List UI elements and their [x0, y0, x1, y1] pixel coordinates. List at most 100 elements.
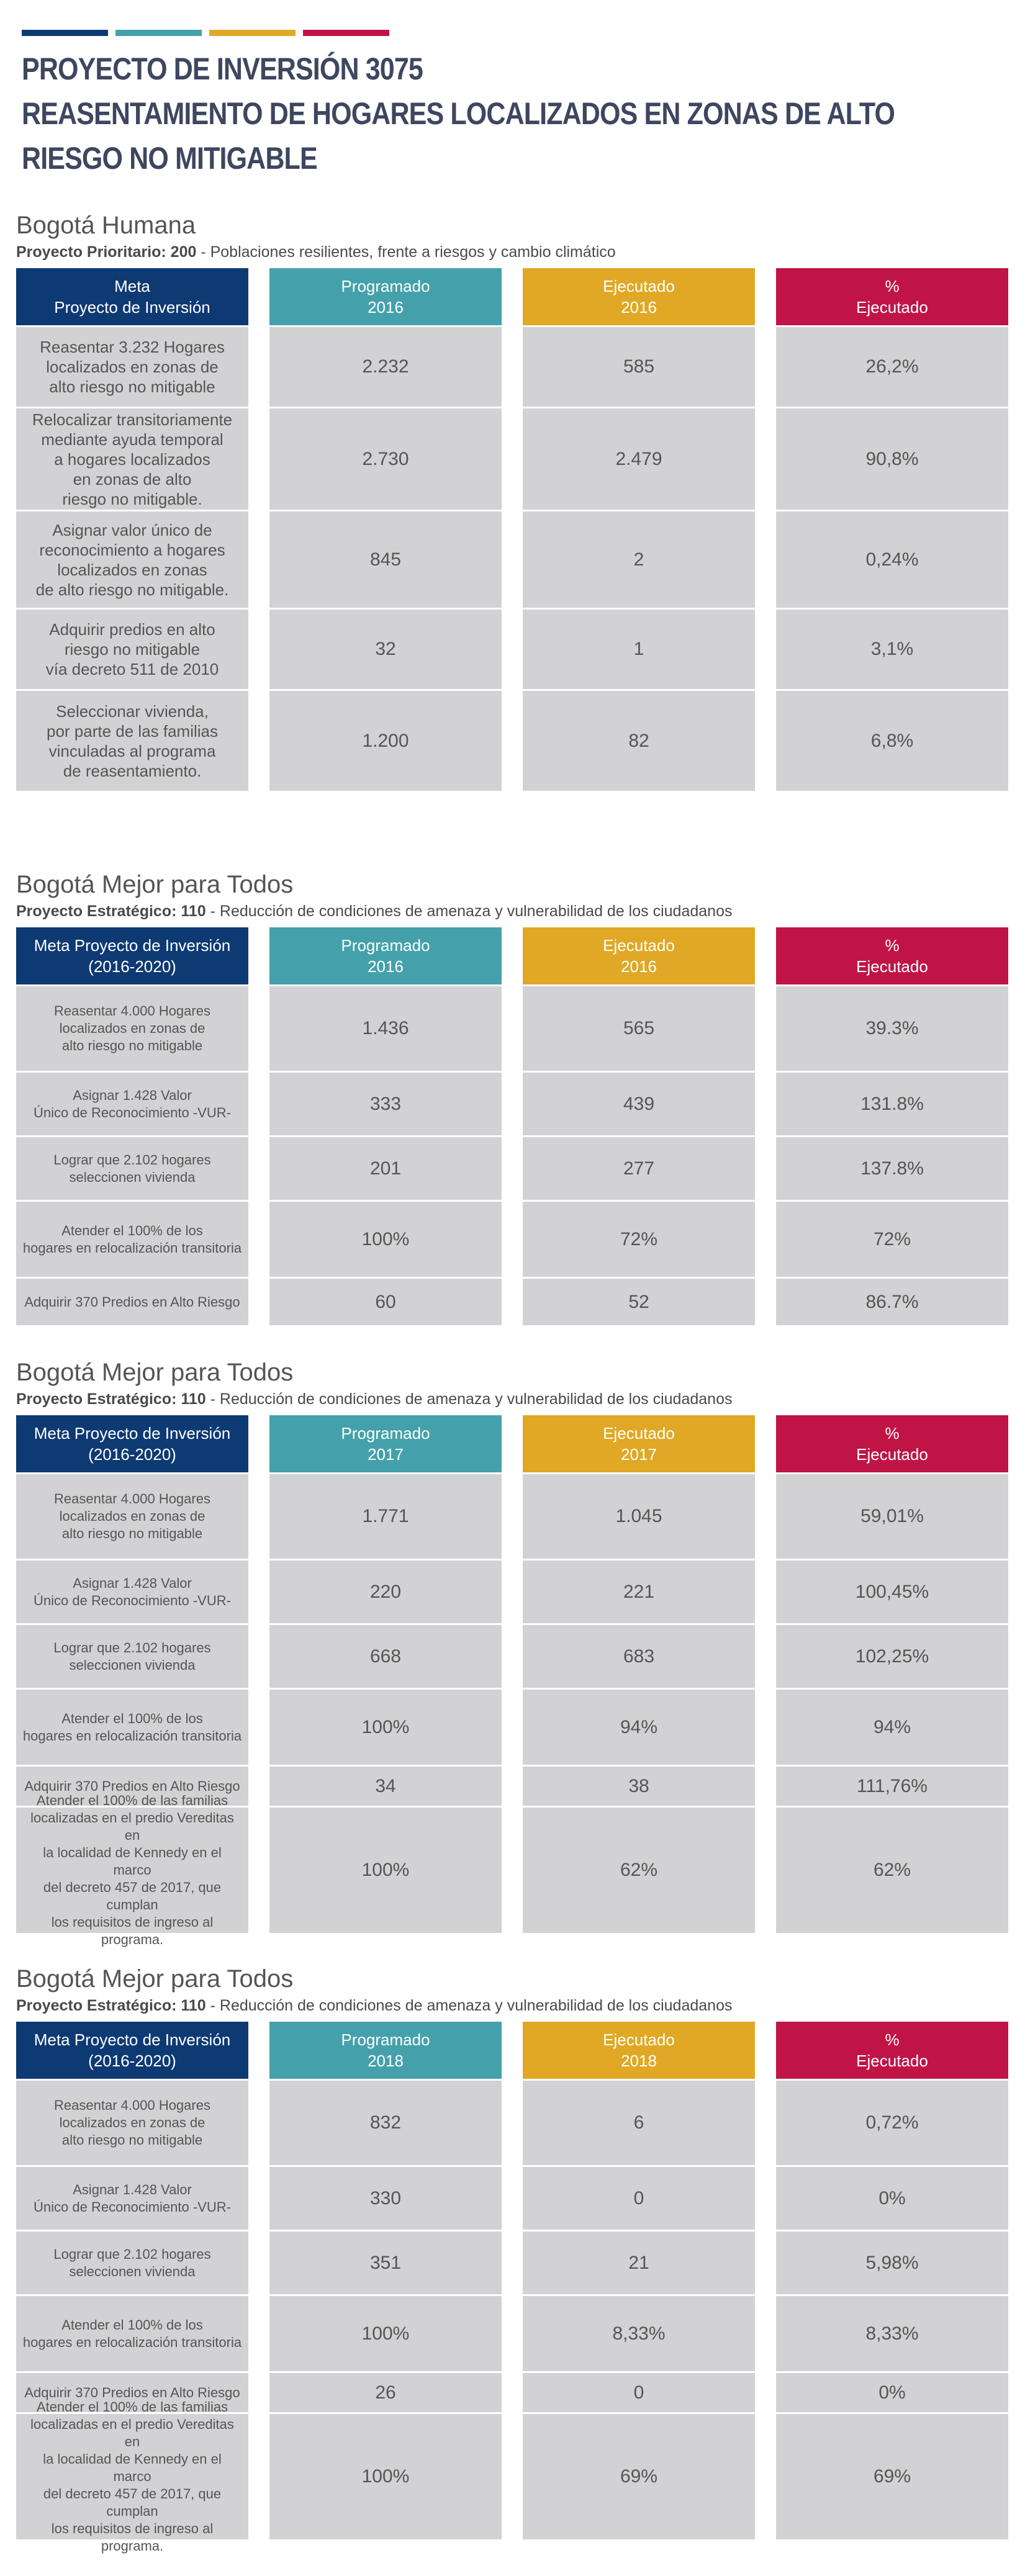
cell-porcentaje: 90,8%: [776, 408, 1008, 510]
header-porcentaje-line2: Ejecutado: [856, 2051, 928, 2070]
project-description: - Reducción de condiciones de amenaza y …: [205, 1390, 733, 1408]
header-meta-line1: Meta Proyecto de Inversión: [34, 2030, 231, 2049]
cell-ejecutado: 21: [523, 2231, 755, 2294]
project-label: Proyecto Estratégico: 110: [16, 903, 206, 920]
table-row: Reasentar 4.000 Hogares localizados en z…: [16, 984, 1009, 1071]
cell-porcentaje: 0,24%: [776, 511, 1008, 608]
cell-programado: 333: [269, 1073, 502, 1135]
cell-programado: 100%: [269, 1690, 502, 1765]
cell-porcentaje: 8,33%: [776, 2296, 1008, 2371]
header-programado-line1: Programado: [341, 277, 430, 295]
cell-ejecutado: 72%: [523, 1202, 755, 1277]
project-label: Proyecto Estratégico: 110: [16, 1997, 206, 2014]
investment-table: Meta Proyecto de Inversión (2016-2020) Pr…: [16, 927, 1009, 1325]
table-row: Atender el 100% de las familias localiza…: [16, 1793, 1009, 1947]
cell-porcentaje: 100,45%: [776, 1560, 1008, 1623]
table-header: Meta Proyecto de Inversión (2016-2020) Pr…: [16, 2022, 1009, 2079]
header-porcentaje-line2: Ejecutado: [856, 957, 928, 976]
cell-porcentaje: 102,25%: [776, 1625, 1008, 1688]
header-ejecutado-line1: Ejecutado: [603, 277, 675, 295]
header-ejecutado: Ejecutado 2017: [523, 1415, 755, 1472]
table-row: Adquirir 370 Predios en Alto Riesgo 26 0…: [16, 2371, 1009, 2412]
cell-porcentaje: 6,8%: [776, 691, 1008, 791]
table-row: Reasentar 4.000 Hogares localizados en z…: [16, 1472, 1009, 1559]
cell-meta: Atender el 100% de los hogares en reloca…: [16, 2296, 248, 2371]
table-header: Meta Proyecto de Inversión (2016-2020) Pr…: [16, 927, 1009, 984]
table-row: Lograr que 2.102 hogares seleccionen viv…: [16, 1623, 1009, 1688]
page-title: PROYECTO DE INVERSIÓN 3075 REASENTAMIENT…: [22, 47, 895, 181]
table-header: Meta Proyecto de Inversión Programado 2016…: [16, 268, 1009, 325]
cell-ejecutado: 0: [523, 2167, 755, 2230]
cell-ejecutado: 565: [523, 986, 755, 1071]
navy-bar: [22, 30, 108, 36]
cell-programado: 32: [269, 610, 502, 689]
cell-programado: 1.436: [269, 986, 502, 1071]
header-meta-line2: (2016-2020): [88, 1445, 176, 1464]
cell-programado: 2.730: [269, 408, 502, 510]
cell-programado: 26: [269, 2373, 502, 2412]
table-row: Seleccionar vivienda, por parte de las f…: [16, 689, 1009, 791]
cell-meta: Asignar valor único de reconocimiento a …: [16, 511, 248, 608]
cell-ejecutado: 94%: [523, 1690, 755, 1765]
cell-porcentaje: 94%: [776, 1690, 1008, 1765]
header-programado-line1: Programado: [341, 936, 430, 955]
cell-meta: Atender el 100% de los hogares en reloca…: [16, 1690, 248, 1765]
cell-porcentaje: 39.3%: [776, 986, 1008, 1071]
cell-porcentaje: 111,76%: [776, 1767, 1008, 1806]
gold-bar: [209, 30, 296, 36]
cell-programado: 845: [269, 511, 502, 608]
cell-programado: 832: [269, 2081, 502, 2165]
crimson-bar: [303, 30, 389, 36]
header-meta: Meta Proyecto de Inversión (2016-2020): [16, 927, 248, 984]
cell-programado: 1.771: [269, 1474, 502, 1559]
cell-ejecutado: 683: [523, 1625, 755, 1688]
cell-meta: Atender el 100% de las familias localiza…: [16, 1793, 248, 1947]
cell-meta: Seleccionar vivienda, por parte de las f…: [16, 691, 248, 791]
cell-porcentaje: 0%: [776, 2373, 1008, 2412]
table-row: Lograr que 2.102 hogares seleccionen viv…: [16, 1135, 1009, 1200]
section-bogota-mejor-2018: Bogotá Mejor para Todos Proyecto Estraté…: [16, 1963, 1009, 2554]
project-label: Proyecto Prioritario: 200: [16, 243, 197, 261]
header-programado: Programado 2016: [269, 927, 502, 984]
cell-ejecutado: 52: [523, 1279, 755, 1325]
cell-ejecutado: 439: [523, 1073, 755, 1135]
cell-ejecutado: 6: [523, 2081, 755, 2165]
header-meta-line1: Meta: [114, 277, 150, 295]
table-row: Asignar valor único de reconocimiento a …: [16, 510, 1009, 608]
header-programado: Programado 2017: [269, 1415, 502, 1472]
cell-meta: Atender el 100% de los hogares en reloca…: [16, 1202, 248, 1277]
cell-porcentaje: 86.7%: [776, 1279, 1008, 1325]
header-meta: Meta Proyecto de Inversión (2016-2020): [16, 1415, 248, 1472]
cell-meta: Reasentar 3.232 Hogares localizados en z…: [16, 327, 248, 407]
header-ejecutado-line2: 2018: [621, 2051, 657, 2070]
cell-ejecutado: 1: [523, 610, 755, 689]
header-meta-line2: (2016-2020): [88, 2051, 176, 2070]
teal-bar: [115, 30, 202, 36]
decorative-color-bars: [22, 30, 397, 36]
cell-ejecutado: 38: [523, 1767, 755, 1806]
cell-meta: Lograr que 2.102 hogares seleccionen viv…: [16, 1625, 248, 1688]
header-ejecutado-line1: Ejecutado: [603, 1424, 675, 1443]
section-subtitle: Proyecto Prioritario: 200 - Poblaciones …: [16, 241, 1009, 263]
cell-programado: 201: [269, 1137, 502, 1200]
section-heading: Bogotá Humana: [16, 212, 196, 239]
cell-ejecutado: 2.479: [523, 408, 755, 510]
cell-porcentaje: 5,98%: [776, 2231, 1008, 2294]
header-programado: Programado 2016: [269, 268, 502, 325]
section-bogota-mejor-2017: Bogotá Mejor para Todos Proyecto Estraté…: [16, 1357, 1009, 1947]
cell-programado: 100%: [269, 2296, 502, 2371]
cell-programado: 220: [269, 1560, 502, 1623]
table-row: Atender el 100% de los hogares en reloca…: [16, 2294, 1009, 2371]
header-programado-line1: Programado: [341, 1424, 430, 1443]
cell-programado: 100%: [269, 2414, 502, 2539]
cell-ejecutado: 221: [523, 1560, 755, 1623]
cell-porcentaje: 0,72%: [776, 2081, 1008, 2165]
title-line-2: REASENTAMIENTO DE HOGARES LOCALIZADOS EN…: [22, 96, 895, 131]
investment-table: Meta Proyecto de Inversión (2016-2020) Pr…: [16, 2022, 1009, 2554]
section-heading: Bogotá Mejor para Todos: [16, 1965, 294, 1993]
cell-porcentaje: 3,1%: [776, 610, 1008, 689]
header-porcentaje-line2: Ejecutado: [856, 1445, 928, 1464]
cell-porcentaje: 131.8%: [776, 1073, 1008, 1135]
table-row: Adquirir 370 Predios en Alto Riesgo 34 3…: [16, 1765, 1009, 1806]
cell-programado: 100%: [269, 1202, 502, 1277]
